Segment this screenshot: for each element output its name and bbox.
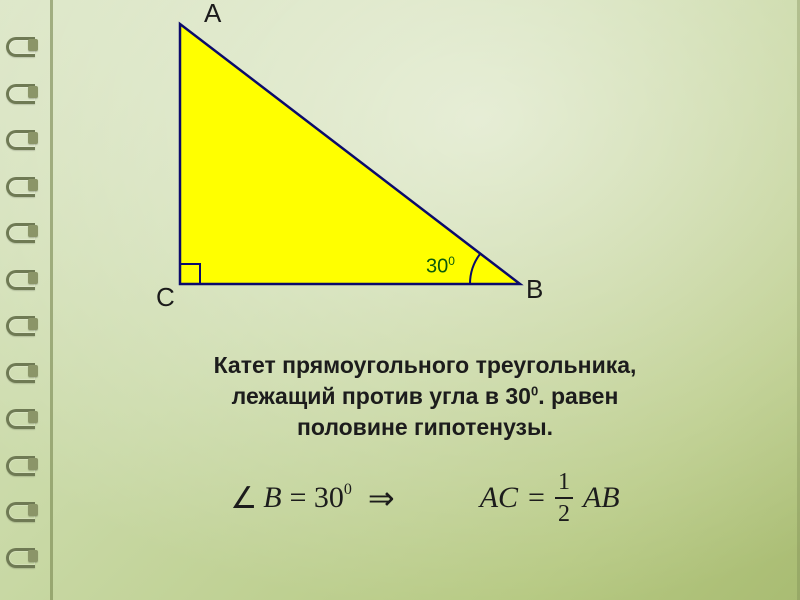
binding-ring xyxy=(4,545,40,565)
equals-sign: = xyxy=(288,481,308,515)
formula-angle: ∠B = 300 ⇒ xyxy=(230,479,394,517)
binding-ring xyxy=(4,499,40,519)
equals-sign-2: = xyxy=(528,481,545,515)
binding-ring xyxy=(4,174,40,194)
fraction-bar xyxy=(555,497,573,499)
angle-b-label: 300 xyxy=(426,254,455,279)
binding-ring xyxy=(4,313,40,333)
theorem-caption: Катет прямоугольного треугольника, лежащ… xyxy=(60,350,790,443)
caption-line2-post: . равен xyxy=(538,383,618,409)
caption-line1: Катет прямоугольного треугольника, xyxy=(214,352,637,378)
relation-rhs: AB xyxy=(583,481,620,515)
spiral-binding xyxy=(4,0,46,600)
vertex-label-c: C xyxy=(156,282,175,313)
triangle-svg xyxy=(120,4,550,324)
angle-value: 30 xyxy=(314,481,344,514)
binding-ring xyxy=(4,127,40,147)
fraction-den: 2 xyxy=(555,502,573,526)
angle-symbol: ∠ xyxy=(230,481,257,516)
binding-ring xyxy=(4,220,40,240)
caption-line2-pre: лежащий против угла в 30 xyxy=(232,383,531,409)
vertex-label-b: B xyxy=(526,274,543,305)
vertex-label-a: A xyxy=(204,0,221,29)
binding-ring xyxy=(4,267,40,287)
triangle-diagram: A C B 300 xyxy=(120,4,550,324)
one-half-fraction: 1 2 xyxy=(555,470,573,526)
formula-row: ∠B = 300 ⇒ AC = 1 2 AB xyxy=(60,470,790,526)
page-edge-left xyxy=(50,0,53,600)
slide-content: A C B 300 Катет прямоугольного треугольн… xyxy=(60,0,790,600)
angle-value-sup: 0 xyxy=(344,481,352,498)
binding-ring xyxy=(4,406,40,426)
angle-b-sup: 0 xyxy=(448,254,455,268)
binding-ring xyxy=(4,34,40,54)
fraction-num: 1 xyxy=(555,470,573,494)
binding-ring xyxy=(4,360,40,380)
caption-line3: половине гипотенузы. xyxy=(297,414,553,440)
angle-b-value: 30 xyxy=(426,256,448,278)
angle-vertex: B xyxy=(263,481,281,515)
implies-symbol: ⇒ xyxy=(368,479,395,517)
binding-ring xyxy=(4,81,40,101)
relation-lhs: AC xyxy=(480,481,518,515)
formula-relation: AC = 1 2 AB xyxy=(480,470,620,526)
triangle-shape xyxy=(180,24,520,284)
binding-ring xyxy=(4,453,40,473)
